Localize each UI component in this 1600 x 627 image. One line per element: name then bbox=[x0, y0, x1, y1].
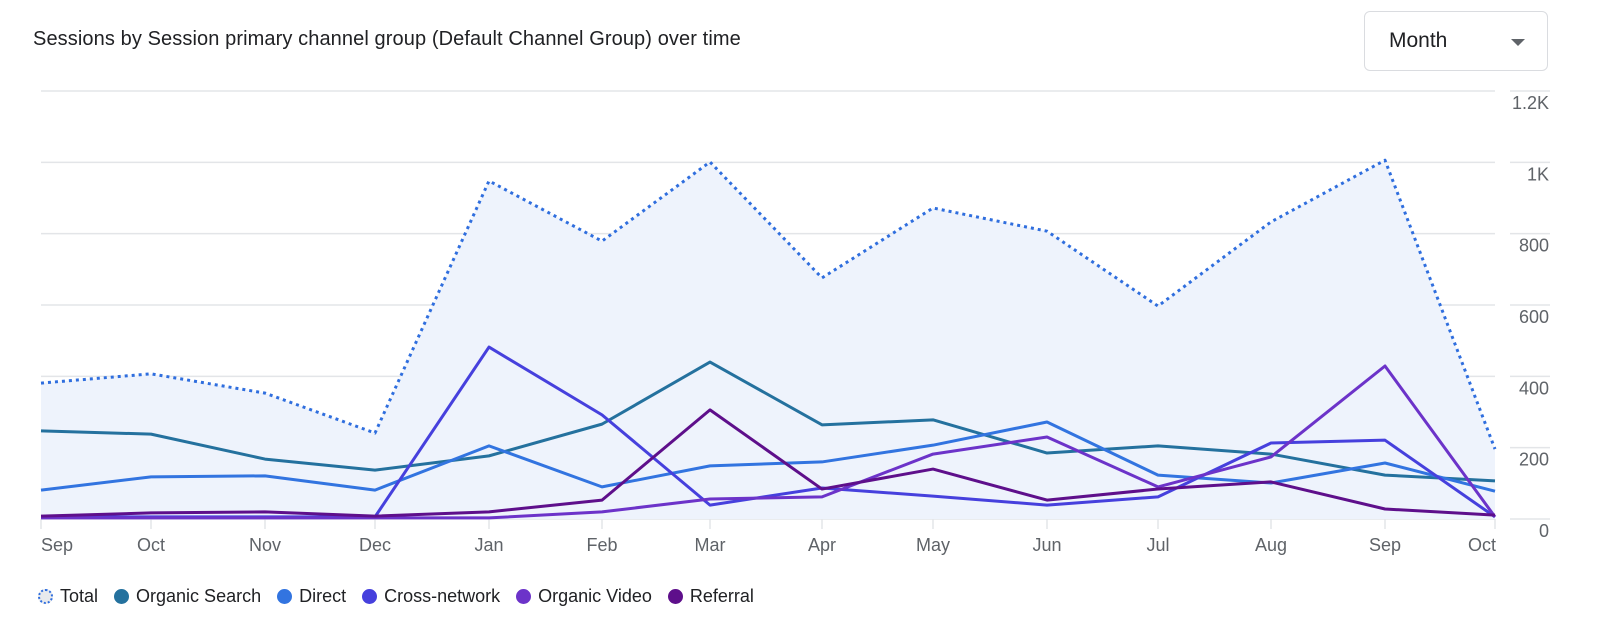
x-tick-label: Apr bbox=[808, 535, 836, 555]
chart-legend: Total Organic Search Direct Cross-network Or… bbox=[38, 586, 770, 607]
legend-item-total[interactable]: Total bbox=[38, 586, 98, 607]
legend-label: Cross-network bbox=[384, 586, 501, 606]
x-tick-label: Sep bbox=[41, 535, 73, 555]
line-chart: Sep Oct Nov Dec Jan Feb Mar Apr May Jun Jul Aug Sep O… bbox=[40, 90, 1550, 555]
x-tick-label: May bbox=[916, 535, 950, 555]
series-line-total[interactable] bbox=[40, 158, 1497, 450]
legend-label: Organic Video bbox=[538, 586, 652, 606]
x-tick-label: Mar bbox=[695, 535, 726, 555]
y-tick-label: 200 bbox=[1519, 450, 1549, 470]
x-tick-label: Oct bbox=[1468, 535, 1496, 555]
x-tick-label: Dec bbox=[359, 535, 391, 555]
legend-item-organic-search[interactable]: Organic Search bbox=[114, 586, 261, 607]
legend-swatch-icon bbox=[362, 589, 378, 604]
x-tick-label: Aug bbox=[1255, 535, 1287, 555]
x-tick-label: Oct bbox=[137, 535, 165, 555]
legend-label: Organic Search bbox=[136, 586, 262, 606]
x-tick-label: Jul bbox=[1146, 535, 1169, 555]
total-area bbox=[41, 160, 1495, 519]
total-area-fill bbox=[41, 160, 1495, 519]
x-axis: Sep Oct Nov Dec Jan Feb Mar Apr May Jun Jul Aug Sep O… bbox=[40, 519, 1496, 555]
legend-swatch-icon bbox=[38, 589, 53, 604]
legend-item-organic-video[interactable]: Organic Video bbox=[516, 586, 652, 607]
legend-label: Direct bbox=[299, 586, 347, 606]
legend-swatch-icon bbox=[114, 589, 130, 604]
legend-label: Referral bbox=[689, 586, 754, 606]
chart-title: Sessions by Session primary channel grou… bbox=[33, 28, 741, 50]
y-axis: 0 200 400 600 800 1K 1.2K bbox=[1512, 93, 1549, 541]
y-tick-label: 1.2K bbox=[1512, 93, 1549, 113]
legend-swatch-icon bbox=[667, 589, 683, 604]
y-tick-label: 800 bbox=[1519, 236, 1549, 256]
legend-swatch-icon bbox=[277, 589, 293, 604]
granularity-selected-value: Month bbox=[1389, 29, 1448, 52]
series-line-referral[interactable] bbox=[40, 408, 1496, 518]
legend-item-referral[interactable]: Referral bbox=[667, 586, 754, 607]
y-tick-label: 1K bbox=[1527, 164, 1549, 184]
y-tick-label: 600 bbox=[1519, 307, 1549, 327]
x-tick-label: Sep bbox=[1369, 535, 1401, 555]
series-lines bbox=[40, 158, 1497, 520]
y-tick-label: 400 bbox=[1519, 378, 1549, 398]
caret-down-icon bbox=[1511, 39, 1525, 46]
series-line-organic-video[interactable] bbox=[41, 364, 1497, 520]
x-tick-label: Jan bbox=[474, 535, 503, 555]
y-tick-label: 0 bbox=[1539, 521, 1549, 541]
legend-item-direct[interactable]: Direct bbox=[277, 586, 346, 607]
legend-swatch-icon bbox=[516, 589, 532, 604]
x-tick-label: Jun bbox=[1032, 535, 1061, 555]
legend-item-cross-network[interactable]: Cross-network bbox=[362, 586, 500, 607]
granularity-dropdown[interactable]: Month bbox=[1364, 11, 1548, 71]
x-tick-label: Nov bbox=[249, 535, 281, 555]
legend-label: Total bbox=[60, 586, 99, 606]
x-tick-label: Feb bbox=[586, 535, 617, 555]
